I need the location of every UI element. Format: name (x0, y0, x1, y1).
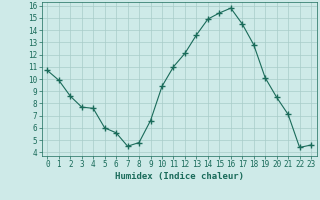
X-axis label: Humidex (Indice chaleur): Humidex (Indice chaleur) (115, 172, 244, 181)
